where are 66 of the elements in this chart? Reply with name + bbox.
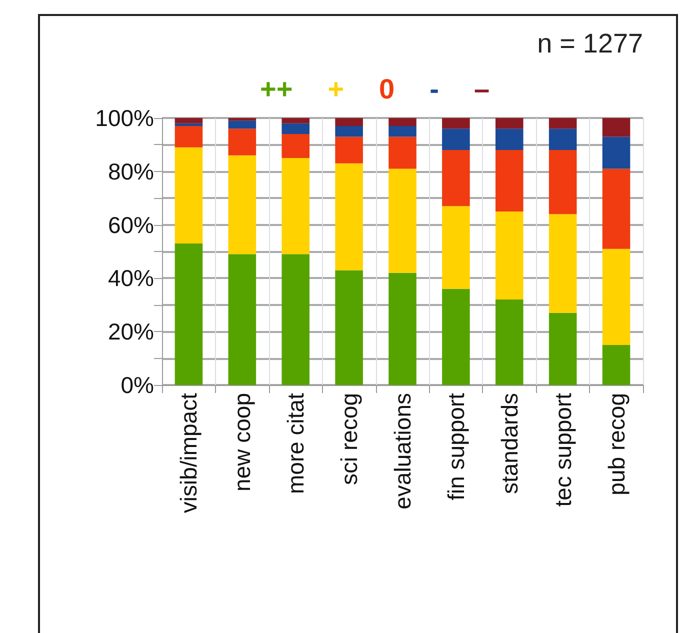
- bar: [228, 254, 256, 385]
- bar: [282, 123, 310, 134]
- bar: [282, 134, 310, 158]
- x-tick-label: standards: [496, 393, 522, 494]
- bar: [602, 118, 630, 137]
- bar: [602, 136, 630, 169]
- y-tick-label: 40%: [108, 265, 154, 292]
- x-tick-label: pub recog: [603, 393, 630, 496]
- bar: [548, 118, 577, 129]
- text: ++: [260, 74, 293, 104]
- bar: [335, 136, 363, 164]
- x-tick-label: visib/impact: [176, 392, 202, 514]
- series-label: 0: [379, 74, 395, 104]
- y-tick-label: 100%: [95, 105, 154, 131]
- bar: [442, 128, 470, 150]
- x-tick-label: tec support: [550, 392, 576, 507]
- bar: [495, 118, 524, 129]
- bar: [228, 118, 256, 121]
- bar: [442, 118, 470, 129]
- bar: [495, 128, 524, 150]
- bar: [174, 126, 203, 148]
- bar: [495, 150, 524, 212]
- bar: [282, 158, 310, 254]
- y-tick-label: 20%: [108, 318, 154, 345]
- bar: [495, 211, 524, 300]
- bar: [228, 155, 256, 254]
- bar: [602, 168, 630, 249]
- series-label: -: [430, 74, 439, 104]
- x-tick-label: evaluations: [390, 393, 416, 510]
- x-tick-label: fin support: [442, 392, 469, 500]
- bar: [335, 270, 363, 385]
- bar: [388, 118, 416, 126]
- bar: [388, 168, 416, 273]
- bar: [388, 126, 416, 137]
- bar: [335, 118, 363, 126]
- bar: [174, 118, 203, 124]
- x-tick-label: more citat: [282, 392, 309, 494]
- bar: [388, 136, 416, 169]
- bar: [174, 147, 203, 244]
- bar: [282, 118, 310, 124]
- x-tick-label: sci recog: [336, 393, 362, 486]
- bar: [548, 214, 577, 313]
- bar: [335, 163, 363, 270]
- y-tick-label: 0%: [120, 372, 154, 398]
- bar: [442, 206, 470, 289]
- bar: [228, 120, 256, 129]
- bar: [602, 248, 630, 345]
- bar: [228, 128, 256, 156]
- bar: [442, 288, 470, 385]
- bar: [548, 150, 577, 214]
- bar: [548, 128, 577, 150]
- bar: [442, 150, 470, 206]
- x-tick-label: new coop: [229, 393, 256, 492]
- bar: [388, 272, 416, 385]
- bar: [495, 300, 524, 385]
- text: n = 1277: [537, 28, 644, 58]
- bar: [548, 312, 577, 385]
- bar: [174, 123, 203, 126]
- bar: [174, 243, 203, 385]
- y-tick-label: 60%: [108, 212, 154, 238]
- text: +: [328, 74, 344, 104]
- bar: [602, 344, 630, 385]
- bar: [282, 254, 310, 385]
- bar: [335, 126, 363, 137]
- y-tick-label: 80%: [108, 158, 154, 184]
- series-label: –: [474, 74, 490, 104]
